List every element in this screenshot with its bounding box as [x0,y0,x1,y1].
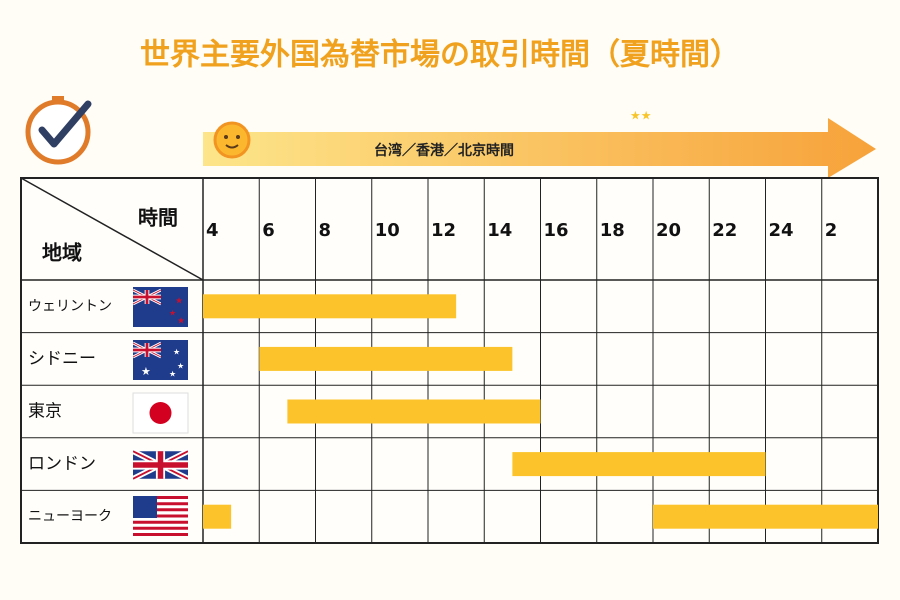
x-axis-label: 時間 [138,206,178,230]
svg-text:★: ★ [173,348,180,357]
x-tick-label: 12 [431,220,456,241]
svg-text:★: ★ [177,317,185,327]
x-tick-label: 6 [262,220,275,241]
x-tick-label: 14 [487,220,512,241]
row-label: ウェリントン [28,298,112,314]
clock-icon [25,96,92,165]
bar [512,452,766,477]
svg-text:★: ★ [177,362,184,371]
chart-title: 世界主要外国為替市場の取引時間（夏時間） [140,38,740,73]
x-tick-label: 22 [712,220,737,241]
row-label: シドニー [28,349,96,369]
row-label: 東京 [28,402,62,422]
svg-text:★: ★ [175,297,183,307]
flag-us [133,496,188,536]
svg-text:★: ★ [141,365,151,378]
timeline-arrow: ★★ [203,109,876,178]
row-label: ニューヨーク [28,509,112,525]
bar [653,504,878,529]
x-tick-label: 20 [656,220,681,241]
flag-au: ★★★★ [133,340,188,380]
x-tick-label: 4 [206,220,219,241]
bar [259,346,513,371]
x-tick-label: 8 [319,220,332,241]
x-tick-label: 24 [769,220,794,241]
flag-jp [132,392,189,434]
svg-text:★: ★ [169,309,176,318]
bar [203,504,232,529]
timeline-label: 台湾／香港／北京時間 [374,142,514,159]
bar [287,399,541,424]
bar [203,294,457,319]
x-tick-label: 18 [600,220,625,241]
svg-text:★: ★ [169,370,176,379]
flag-nz: ★★★ [133,287,188,327]
x-tick-label: 10 [375,220,400,241]
row-label: ロンドン [28,454,96,474]
y-axis-label: 地域 [42,241,82,265]
header-diagonal [20,177,204,281]
flag-uk [133,451,188,479]
star-icon: ★★ [630,109,652,123]
x-tick-label: 16 [544,220,569,241]
x-tick-label: 2 [825,220,838,241]
